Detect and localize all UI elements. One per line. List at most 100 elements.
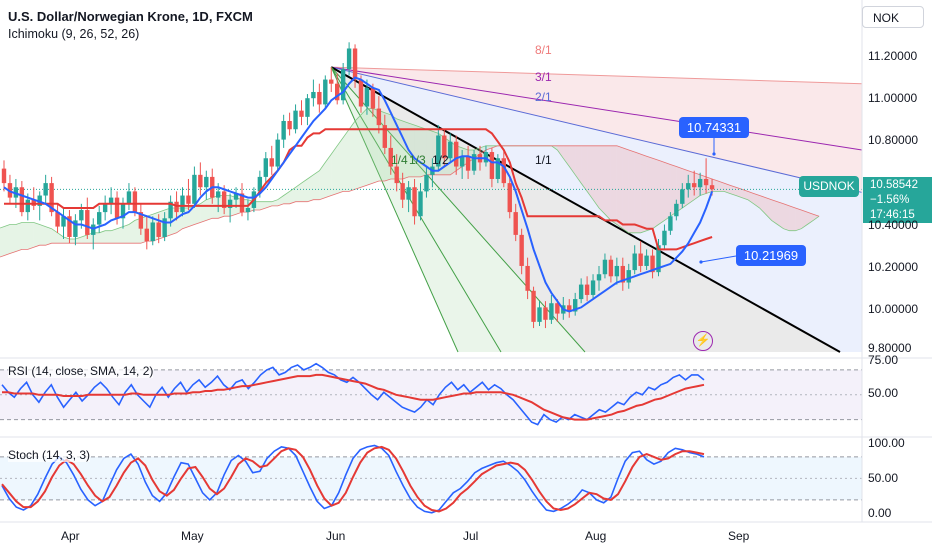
candle-down xyxy=(584,284,590,295)
candle-up xyxy=(340,69,346,101)
stoch-y-tick: 100.00 xyxy=(868,436,905,450)
x-tick: Apr xyxy=(61,529,80,543)
candle-up xyxy=(281,120,286,140)
ichimoku-cloud-segment xyxy=(753,193,760,208)
ichimoku-cloud-segment xyxy=(658,160,665,225)
ichimoku-cloud-segment xyxy=(557,145,564,159)
candle-down xyxy=(543,307,548,320)
candle-down xyxy=(376,108,382,126)
ichimoku-cloud-segment xyxy=(57,232,64,244)
ichimoku-cloud-segment xyxy=(616,145,623,229)
ichimoku-cloud-segment xyxy=(664,162,671,221)
y-tick: 10.00000 xyxy=(868,302,919,316)
candle-up xyxy=(305,98,310,117)
candle-up xyxy=(126,191,132,204)
candle-up xyxy=(150,222,155,242)
candle-up xyxy=(13,187,19,198)
gann-line-1-1 xyxy=(330,66,841,353)
candle-down xyxy=(382,125,387,148)
ichimoku-cloud-segment xyxy=(33,222,40,248)
candle-down xyxy=(174,201,179,213)
gann-fan-label: 1/1 xyxy=(535,153,552,167)
candle-up xyxy=(25,199,30,213)
ichimoku-cloud-segment xyxy=(313,170,320,200)
ichimoku-cloud-segment xyxy=(634,152,641,233)
candle-down xyxy=(513,212,518,235)
y-tick: 10.20000 xyxy=(868,260,919,274)
candle-up xyxy=(192,174,197,204)
candle-down xyxy=(49,183,54,213)
ichimoku-cloud-segment xyxy=(4,224,10,256)
candle-down xyxy=(412,187,417,217)
candle-up xyxy=(686,183,691,190)
ichimoku-cloud-segment xyxy=(63,236,70,244)
ichimoku-cloud-segment xyxy=(563,145,570,167)
ichimoku-cloud-segment xyxy=(349,120,356,192)
candle-up xyxy=(668,216,673,231)
ichimoku-cloud-segment xyxy=(729,185,736,196)
candle-up xyxy=(275,139,280,167)
indicator-legend[interactable]: Ichimoku (9, 26, 52, 26) xyxy=(8,27,140,41)
candle-down xyxy=(519,234,524,266)
ichimoku-cloud-segment xyxy=(587,145,594,200)
currency-button[interactable]: NOK xyxy=(862,6,924,28)
candle-down xyxy=(358,79,364,107)
ichimoku-cloud-segment xyxy=(111,228,118,244)
candle-up xyxy=(61,216,66,227)
candle-down xyxy=(335,83,340,101)
candle-down xyxy=(114,197,120,219)
candle-down xyxy=(156,222,161,237)
symbol-tag: USDNOK xyxy=(799,176,859,197)
candle-up xyxy=(614,265,620,277)
ichimoku-cloud-segment xyxy=(646,156,653,231)
candle-down xyxy=(287,120,292,130)
candle-down xyxy=(531,290,536,322)
candle-up xyxy=(346,48,352,70)
candle-up xyxy=(424,174,429,192)
y-tick: 11.00000 xyxy=(868,91,918,105)
ichimoku-cloud-segment xyxy=(355,114,361,190)
ichimoku-cloud-segment xyxy=(610,145,617,225)
lower-price-tag[interactable]: 10.21969 xyxy=(736,245,806,266)
ichimoku-cloud-segment xyxy=(480,145,486,155)
upper-price-tag[interactable]: 10.74331 xyxy=(679,117,749,138)
ichimoku-cloud-segment xyxy=(0,226,4,257)
candle-down xyxy=(67,216,72,237)
ichimoku-cloud-segment xyxy=(21,222,28,250)
candle-up xyxy=(43,183,48,196)
candle-up xyxy=(626,270,631,283)
ichimoku-cloud-segment xyxy=(414,125,421,177)
ichimoku-cloud-segment xyxy=(652,158,659,229)
candle-down xyxy=(703,178,709,186)
candle-up xyxy=(323,79,328,105)
senkou-span-b xyxy=(0,145,820,258)
candle-up xyxy=(656,245,661,273)
candle-down xyxy=(85,210,90,235)
ichimoku-cloud-segment xyxy=(105,230,112,244)
ichimoku-cloud-segment xyxy=(75,236,82,244)
rsi-legend[interactable]: RSI (14, close, SMA, 14, 2) xyxy=(8,364,154,378)
candle-up xyxy=(108,197,114,204)
candle-up xyxy=(549,303,554,320)
y-tick: 10.40000 xyxy=(868,218,919,232)
candle-up xyxy=(644,255,649,266)
stoch-legend[interactable]: Stoch (14, 3, 3) xyxy=(8,448,91,462)
ichimoku-cloud-segment xyxy=(366,108,373,186)
ichimoku-cloud-segment xyxy=(813,214,820,221)
x-tick: Aug xyxy=(585,529,607,543)
ichimoku-cloud-segment xyxy=(485,145,492,150)
candle-up xyxy=(662,230,667,246)
ichimoku-cloud-segment xyxy=(9,224,16,254)
candle-down xyxy=(501,158,506,184)
y-tick: 9.80000 xyxy=(868,341,912,355)
lightning-bolt-icon[interactable]: ⚡ xyxy=(693,331,713,351)
candle-down xyxy=(299,110,304,117)
rsi-ma-line xyxy=(2,373,705,421)
ichimoku-cloud-segment xyxy=(39,224,46,246)
candle-up xyxy=(364,87,370,107)
ichimoku-cloud-segment xyxy=(69,239,76,244)
gann-line-2-1 xyxy=(331,66,863,193)
ichimoku-cloud-segment xyxy=(319,162,326,200)
x-tick: Sep xyxy=(728,529,750,543)
